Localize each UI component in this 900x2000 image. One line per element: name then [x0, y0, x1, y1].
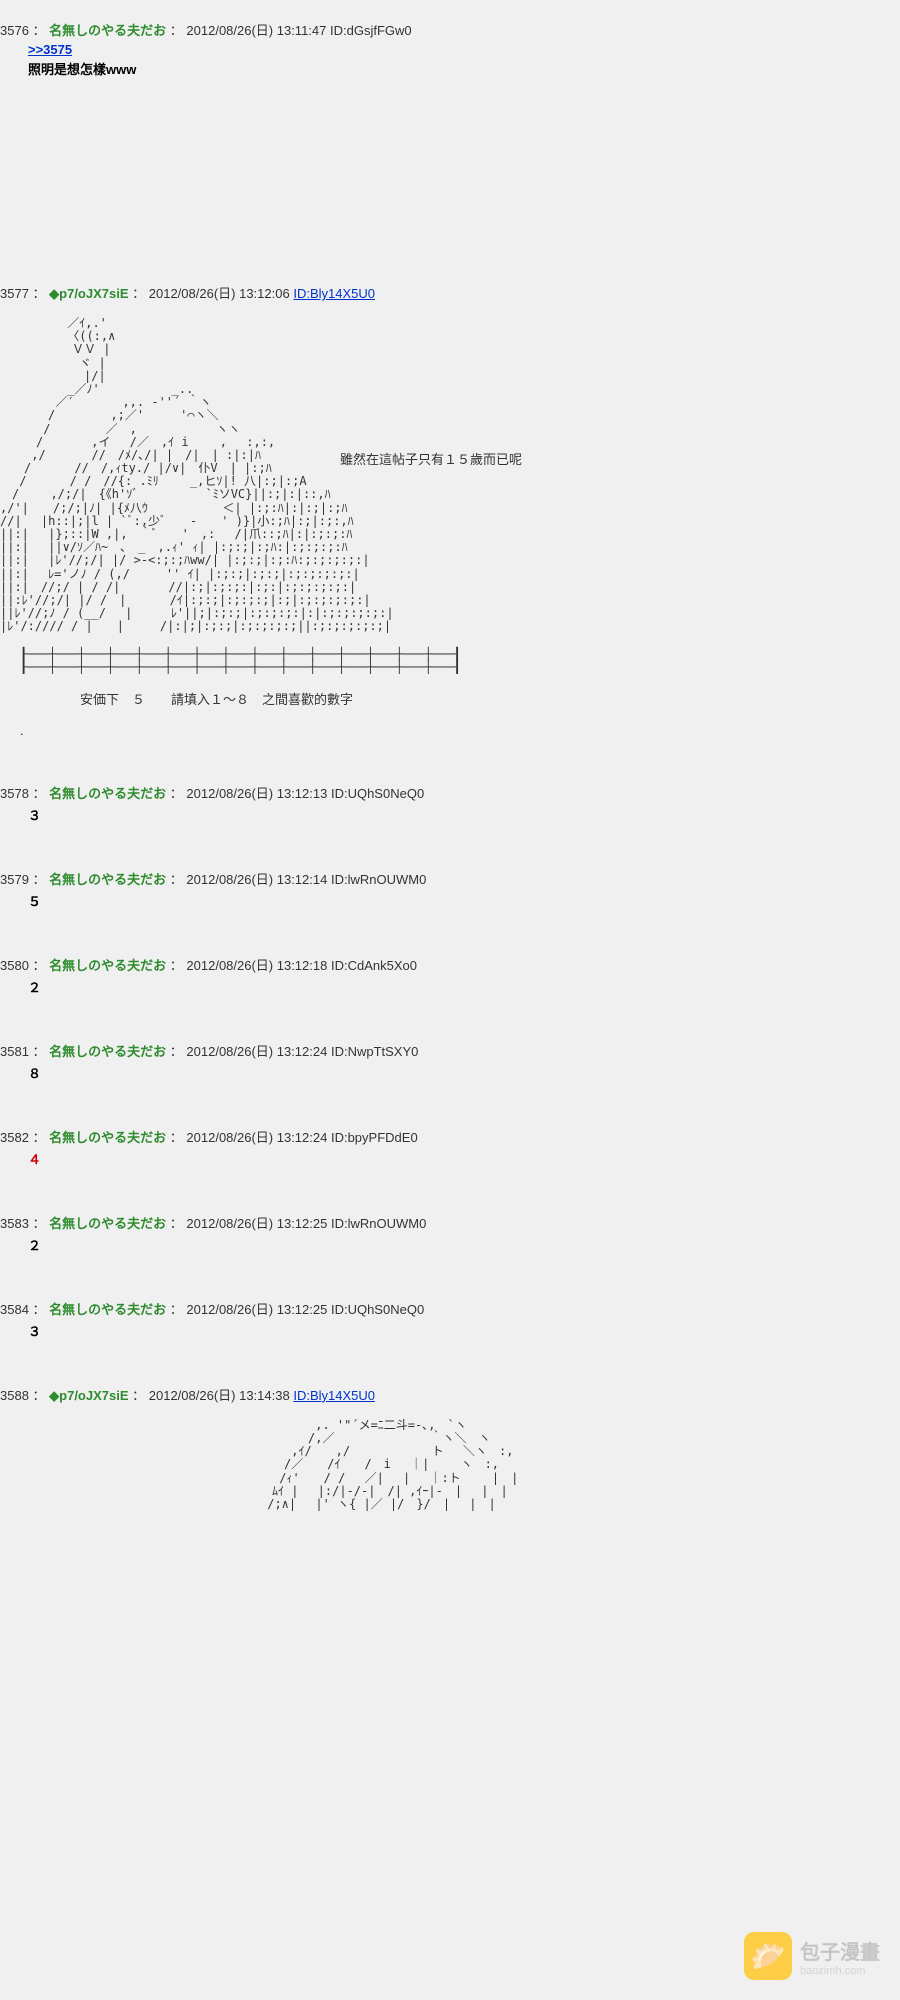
post-id: ID:dGsjfFGw0 — [330, 23, 412, 38]
post: 3582 ： 名無しのやる夫だお ： 2012/08/26(日) 13:12:2… — [0, 1127, 900, 1168]
post-name: 名無しのやる夫だお — [49, 1302, 166, 1317]
vote-number: ３ — [0, 805, 900, 824]
watermark-text: 包子漫畫 baozimh.com — [800, 1936, 880, 1977]
watermark: 🥟 包子漫畫 baozimh.com — [744, 1932, 880, 1980]
post: 3581 ： 名無しのやる夫だお ： 2012/08/26(日) 13:12:2… — [0, 1041, 900, 1082]
post-date: 2012/08/26(日) 13:12:06 — [149, 286, 290, 301]
post-number: 3581 — [0, 1044, 29, 1059]
post: 3576 ： 名無しのやる夫だお ： 2012/08/26(日) 13:11:4… — [0, 20, 900, 238]
ascii-art: ,. '"´メ=ﾆ二斗=-､, `ヽ /,／ ｀ヽ＼ ヽ ,ｲ/ ,/ ト ＼ヽ… — [140, 1419, 900, 1511]
vote-number: ２ — [0, 1235, 900, 1254]
post-date: 2012/08/26(日) 13:12:24 — [186, 1044, 327, 1059]
post-date: 2012/08/26(日) 13:12:14 — [186, 872, 327, 887]
post-id[interactable]: ID:Bly14X5U0 — [293, 1388, 375, 1403]
vote-number: ３ — [0, 1321, 900, 1340]
post-header: 3583 ： 名無しのやる夫だお ： 2012/08/26(日) 13:12:2… — [0, 1213, 900, 1232]
post-header: 3582 ： 名無しのやる夫だお ： 2012/08/26(日) 13:12:2… — [0, 1127, 900, 1146]
post: 3583 ： 名無しのやる夫だお ： 2012/08/26(日) 13:12:2… — [0, 1213, 900, 1254]
post: 3588 ： ◆p7/oJX7siE ： 2012/08/26(日) 13:14… — [0, 1385, 900, 1511]
vote-number: ２ — [0, 977, 900, 996]
post-number: 3578 — [0, 786, 29, 801]
post-id: ID:UQhS0NeQ0 — [331, 786, 424, 801]
post-number: 3579 — [0, 872, 29, 887]
aa-caption: 雖然在這帖子只有１５歲而已呢 — [340, 449, 900, 468]
post-number: 3583 — [0, 1216, 29, 1231]
post-number: 3584 — [0, 1302, 29, 1317]
post: 3579 ： 名無しのやる夫だお ： 2012/08/26(日) 13:12:1… — [0, 869, 900, 910]
post-date: 2012/08/26(日) 13:12:18 — [186, 958, 327, 973]
post-name: 名無しのやる夫だお — [49, 1130, 166, 1145]
vote-number: ５ — [0, 891, 900, 910]
watermark-url: baozimh.com — [800, 1965, 880, 1977]
reply-link[interactable]: >>3575 — [28, 42, 72, 57]
post-id: ID:bpyPFDdE0 — [331, 1130, 418, 1145]
post-number: 3576 — [0, 23, 29, 38]
post-tripcode: ◆p7/oJX7siE — [49, 286, 128, 301]
dot: . — [20, 723, 900, 738]
watermark-title: 包子漫畫 — [800, 1936, 880, 1965]
bun-icon: 🥟 — [744, 1932, 792, 1980]
vote-number: ４ — [0, 1149, 900, 1168]
post-number: 3582 — [0, 1130, 29, 1145]
post-header: 3584 ： 名無しのやる夫だお ： 2012/08/26(日) 13:12:2… — [0, 1299, 900, 1318]
post: 3584 ： 名無しのやる夫だお ： 2012/08/26(日) 13:12:2… — [0, 1299, 900, 1340]
post-body: >>3575 — [0, 42, 900, 57]
post-id: ID:NwpTtSXY0 — [331, 1044, 418, 1059]
post-name: 名無しのやる夫だお — [49, 1216, 166, 1231]
post-tripcode: ◆p7/oJX7siE — [49, 1388, 128, 1403]
post-id: ID:lwRnOUWM0 — [331, 872, 426, 887]
post-date: 2012/08/26(日) 13:14:38 — [149, 1388, 290, 1403]
post-number: 3588 — [0, 1388, 29, 1403]
post-header: 3588 ： ◆p7/oJX7siE ： 2012/08/26(日) 13:14… — [0, 1385, 900, 1404]
post-name: 名無しのやる夫だお — [49, 872, 166, 887]
post-number: 3577 — [0, 286, 29, 301]
post-id: ID:lwRnOUWM0 — [331, 1216, 426, 1231]
post-name: 名無しのやる夫だお — [49, 1044, 166, 1059]
post-date: 2012/08/26(日) 13:11:47 — [186, 23, 326, 38]
post-date: 2012/08/26(日) 13:12:25 — [186, 1302, 327, 1317]
post: 3578 ： 名無しのやる夫だお ： 2012/08/26(日) 13:12:1… — [0, 783, 900, 824]
post: 3580 ： 名無しのやる夫だお ： 2012/08/26(日) 13:12:1… — [0, 955, 900, 996]
post-date: 2012/08/26(日) 13:12:24 — [186, 1130, 327, 1145]
post-name: 名無しのやる夫だお — [49, 958, 166, 973]
post-date: 2012/08/26(日) 13:12:25 — [186, 1216, 327, 1231]
vote-number: ８ — [0, 1063, 900, 1082]
post: 3577 ： ◆p7/oJX7siE ： 2012/08/26(日) 13:12… — [0, 283, 900, 738]
post-header: 3580 ： 名無しのやる夫だお ： 2012/08/26(日) 13:12:1… — [0, 955, 900, 974]
post-name: 名無しのやる夫だお — [49, 23, 166, 38]
post-body-text: 照明是想怎樣www — [0, 59, 900, 78]
ascii-art: ／ｲ,.' 〈((:,∧ ＶＶ | ヾ | |/| _／ﾉ' _.. ／′ ,,… — [0, 317, 900, 634]
post-header: 3576 ： 名無しのやる夫だお ： 2012/08/26(日) 13:11:4… — [0, 20, 900, 39]
post-header: 3578 ： 名無しのやる夫だお ： 2012/08/26(日) 13:12:1… — [0, 783, 900, 802]
post-number: 3580 — [0, 958, 29, 973]
post-name: 名無しのやる夫だお — [49, 786, 166, 801]
post-header: 3577 ： ◆p7/oJX7siE ： 2012/08/26(日) 13:12… — [0, 283, 900, 302]
post-id[interactable]: ID:Bly14X5U0 — [293, 286, 375, 301]
ascii-rail: ┠───┼───┼───┼───┼───┼───┼───┼───┼───┼───… — [20, 648, 900, 674]
post-id: ID:CdAnk5Xo0 — [331, 958, 417, 973]
post-id: ID:UQhS0NeQ0 — [331, 1302, 424, 1317]
post-date: 2012/08/26(日) 13:12:13 — [186, 786, 327, 801]
post-header: 3579 ： 名無しのやる夫だお ： 2012/08/26(日) 13:12:1… — [0, 869, 900, 888]
post-header: 3581 ： 名無しのやる夫だお ： 2012/08/26(日) 13:12:2… — [0, 1041, 900, 1060]
anka-line: 安価下 ５ 請填入１～８ 之間喜歡的數字 — [80, 689, 900, 708]
